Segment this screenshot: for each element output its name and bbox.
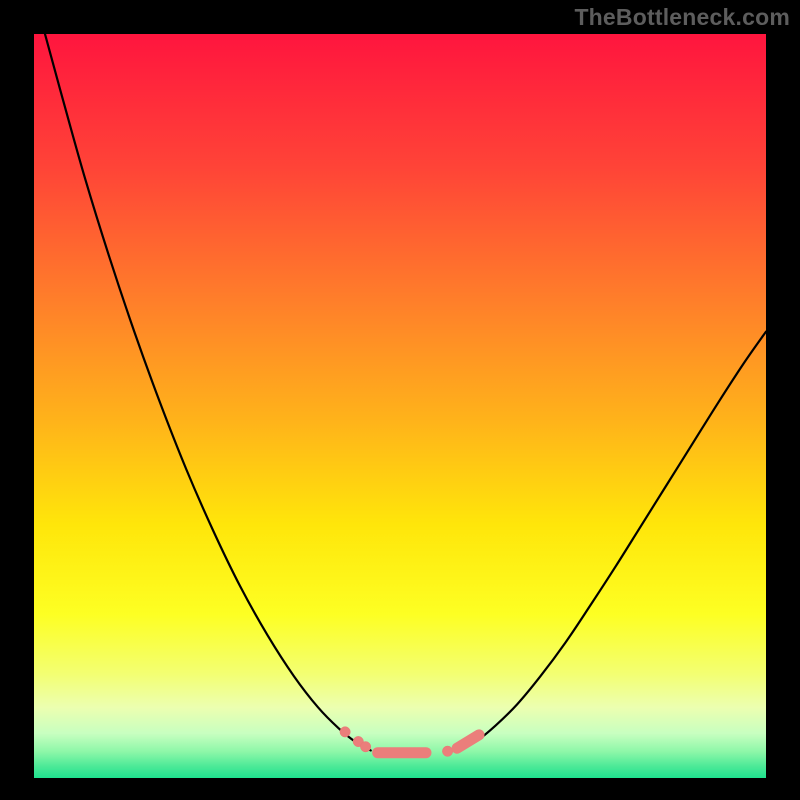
valley-pill-flat <box>372 747 431 758</box>
chart-root: TheBottleneck.com <box>0 0 800 800</box>
watermark-text: TheBottleneck.com <box>574 4 790 31</box>
valley-dot <box>442 746 452 756</box>
bottleneck-v-curve-chart <box>0 0 800 800</box>
plot-background <box>34 34 766 778</box>
valley-dot <box>360 742 370 752</box>
valley-dot <box>340 727 350 737</box>
